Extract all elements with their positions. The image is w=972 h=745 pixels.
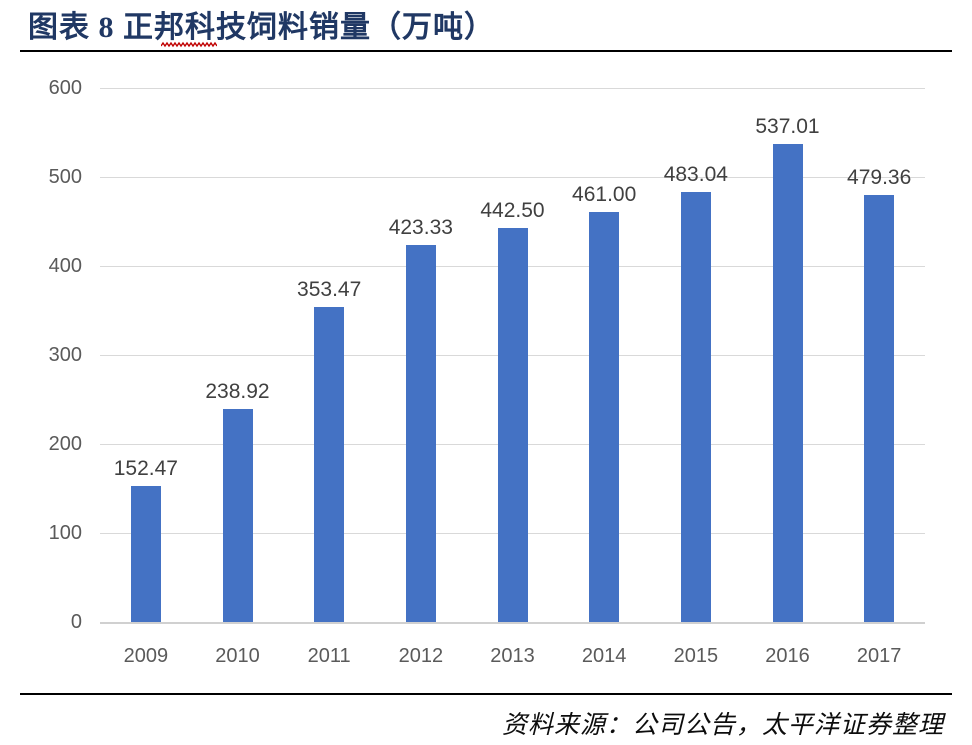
bar (314, 307, 345, 622)
footer-divider (20, 693, 952, 695)
gridline (100, 88, 925, 89)
spellcheck-squiggle-icon (161, 41, 217, 48)
x-axis-tick-label: 2010 (215, 645, 260, 667)
bar (130, 486, 161, 622)
bar (405, 245, 436, 622)
y-axis-tick-label: 500 (48, 166, 82, 188)
y-axis-tick-label: 400 (48, 255, 82, 277)
gridline (100, 177, 925, 178)
y-axis-tick-label: 0 (70, 611, 82, 633)
y-axis-tick-label: 300 (48, 344, 82, 366)
x-axis-baseline (100, 622, 925, 624)
bar-value-label: 483.04 (663, 163, 728, 187)
bar (864, 195, 895, 622)
x-axis: 2009 2010 2011 2012 2013 2014 2015 2016 2017 (100, 646, 925, 676)
bar (589, 211, 620, 622)
x-axis-tick-label: 2012 (398, 645, 444, 667)
bar-value-label: 479.36 (847, 166, 912, 190)
x-axis-tick-label: 2015 (673, 645, 719, 667)
chart-canvas: 152.47 238.92 353.47 423.33 442.50 461.00 483.… (100, 88, 925, 624)
y-axis-tick-label: 600 (48, 77, 82, 99)
bar (222, 409, 253, 622)
bar (680, 192, 711, 622)
x-axis-tick-label: 2013 (490, 645, 535, 667)
x-axis-tick-label: 2016 (765, 645, 810, 667)
y-axis-tick-label: 200 (48, 433, 82, 455)
x-axis-tick-label: 2017 (856, 645, 902, 667)
bar (772, 144, 803, 622)
source-note: 资料来源：公司公告，太平洋证券整理 (501, 712, 944, 739)
y-axis-tick-label: 100 (48, 522, 82, 544)
x-axis-tick-label: 2009 (123, 645, 169, 667)
chart-plot-area: 152.47 238.92 353.47 423.33 442.50 461.00 483.… (0, 50, 972, 693)
bar (497, 228, 528, 622)
bar-value-label: 353.47 (297, 278, 362, 302)
bar-value-label: 423.33 (388, 216, 453, 240)
page-title: 图表 8 正邦科技饲料销量（万吨） (28, 11, 495, 44)
x-axis-tick-label: 2011 (307, 645, 351, 667)
header-divider (20, 50, 952, 52)
bar-value-label: 238.92 (205, 380, 270, 404)
bar-value-label: 152.47 (113, 457, 178, 481)
bar-value-label: 461.00 (572, 182, 637, 206)
chart-footer: 资料来源：公司公告，太平洋证券整理 (20, 699, 952, 745)
bar-value-label: 442.50 (480, 199, 545, 223)
bar-value-label: 537.01 (755, 115, 820, 139)
y-axis: 0 100 200 300 400 500 600 (20, 78, 82, 632)
x-axis-tick-label: 2014 (581, 645, 627, 667)
chart-header: 图表 8 正邦科技饲料销量（万吨） (20, 0, 952, 50)
